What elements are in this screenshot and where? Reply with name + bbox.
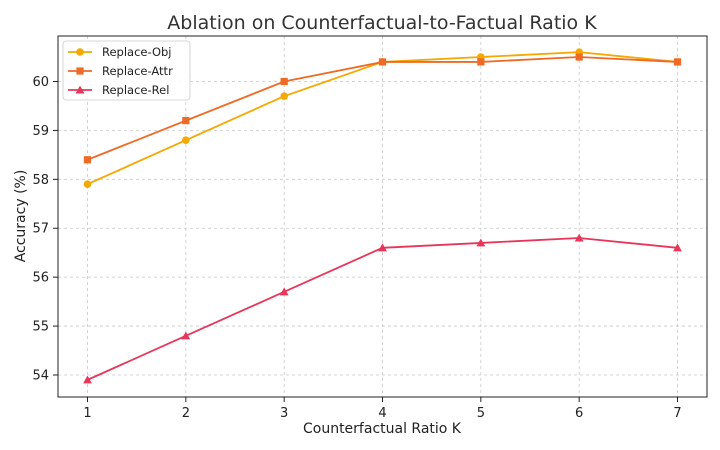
data-point-replace-attr: [83, 156, 92, 164]
x-tick-label: 6: [575, 406, 583, 421]
data-point-replace-attr: [378, 58, 387, 66]
data-point-replace-attr: [280, 77, 288, 86]
data-point-replace-rel: [181, 331, 191, 340]
series-replace-rel: [83, 233, 682, 384]
data-point-replace-rel: [476, 238, 486, 247]
data-point-replace-rel: [574, 233, 584, 242]
data-point-replace-rel: [378, 243, 387, 252]
y-tick-label: 56: [32, 271, 49, 286]
series-replace-attr: [83, 53, 682, 164]
legend-marker-replace-obj: [76, 48, 84, 56]
legend-box: [62, 40, 191, 101]
x-axis-label: Counterfactual Ratio K: [303, 421, 462, 437]
x-tick-label: 4: [378, 406, 386, 421]
legend-marker-replace-rel: [75, 85, 85, 94]
legend-label-replace-attr: Replace-Attr: [102, 64, 173, 78]
y-tick-label: 54: [32, 368, 49, 383]
x-tick-label: 7: [673, 406, 681, 421]
data-point-replace-rel: [279, 287, 289, 296]
legend: Replace-Obj Replace-Attr Replace-Rel: [62, 40, 191, 101]
data-point-replace-obj: [280, 92, 288, 100]
data-point-replace-attr: [673, 58, 682, 66]
data-point-replace-rel: [83, 375, 92, 384]
legend-label-replace-obj: Replace-Obj: [102, 45, 172, 59]
data-point-replace-obj: [182, 136, 190, 144]
data-point-replace-attr: [477, 58, 485, 66]
y-tick-label: 57: [32, 222, 49, 237]
data-point-replace-obj: [83, 180, 92, 189]
data-point-replace-rel: [673, 243, 682, 252]
x-tick-label: 2: [182, 406, 190, 421]
y-axis-label: Accuracy (%): [13, 170, 29, 263]
data-point-replace-attr: [182, 117, 190, 125]
y-tick-label: 60: [32, 75, 49, 90]
y-tick-label: 58: [32, 173, 49, 188]
x-tick-label: 5: [477, 406, 485, 421]
series-layer: [83, 48, 682, 384]
x-tick-label: 3: [280, 406, 288, 421]
chart-title: Ablation on Counterfactual-to-Factual Ra…: [167, 12, 597, 34]
y-tick-label: 59: [32, 124, 49, 139]
legend-label-replace-rel: Replace-Rel: [102, 83, 169, 97]
x-tick-label: 1: [83, 406, 91, 421]
y-tick-label: 55: [32, 320, 49, 335]
legend-marker-replace-attr: [76, 67, 84, 75]
grid: [58, 36, 707, 397]
data-point-replace-attr: [575, 53, 583, 61]
